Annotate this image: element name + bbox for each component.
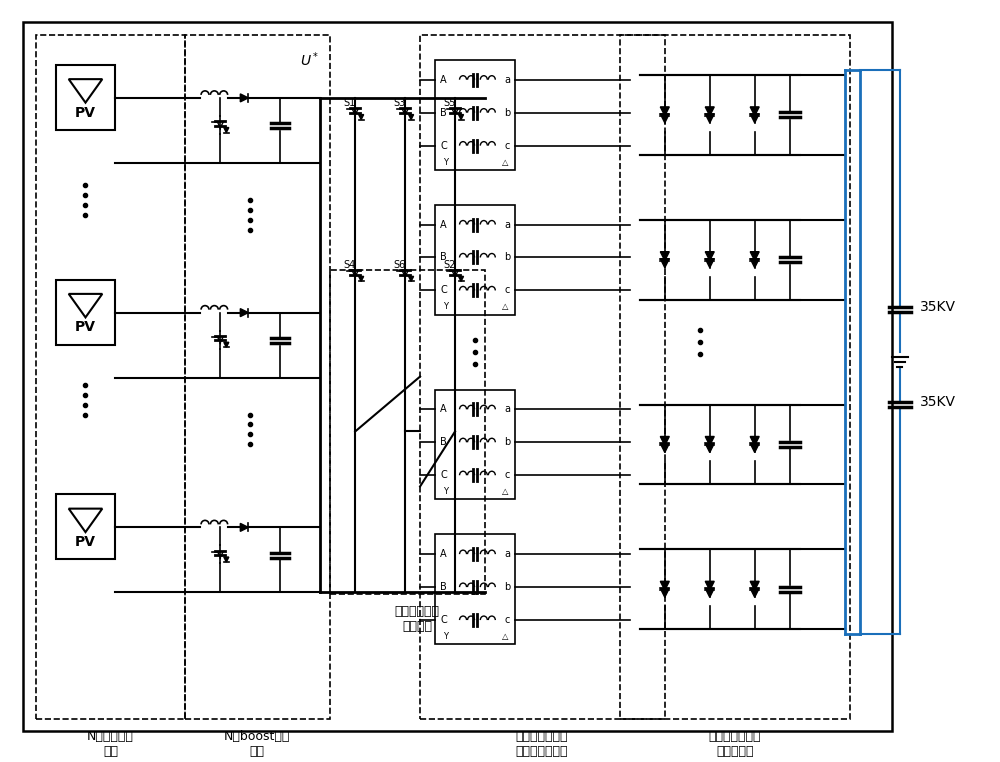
Text: Y: Y: [443, 487, 448, 496]
Text: S5: S5: [443, 98, 455, 108]
Text: a: a: [504, 219, 510, 229]
Polygon shape: [660, 437, 669, 446]
Bar: [330, 270, 485, 594]
Text: C: C: [440, 470, 447, 480]
Text: c: c: [505, 470, 510, 480]
Polygon shape: [409, 277, 414, 281]
Text: S4: S4: [343, 260, 355, 270]
Polygon shape: [224, 557, 229, 562]
Text: c: c: [505, 286, 510, 296]
Polygon shape: [705, 258, 714, 267]
Text: △: △: [502, 632, 508, 641]
Bar: [420, 35, 665, 719]
Bar: [620, 35, 850, 719]
Text: A: A: [440, 405, 447, 415]
Text: c: c: [505, 141, 510, 151]
Text: N路boost变换
单元: N路boost变换 单元: [224, 730, 290, 758]
Polygon shape: [359, 277, 364, 281]
Polygon shape: [750, 588, 759, 597]
Text: c: c: [505, 615, 510, 625]
Polygon shape: [705, 443, 714, 453]
Polygon shape: [660, 107, 669, 116]
Text: a: a: [504, 549, 510, 559]
Polygon shape: [750, 251, 759, 261]
Text: C: C: [440, 615, 447, 625]
Polygon shape: [705, 114, 714, 123]
Text: B: B: [440, 107, 447, 117]
Text: 模块化高频三相
升压变压器单元: 模块化高频三相 升压变压器单元: [516, 730, 568, 758]
Polygon shape: [660, 258, 669, 267]
Polygon shape: [660, 114, 669, 123]
Polygon shape: [705, 107, 714, 116]
Text: Y: Y: [443, 303, 448, 312]
Text: 模块化三相二极
管整流单元: 模块化三相二极 管整流单元: [708, 730, 761, 758]
Polygon shape: [240, 309, 248, 317]
Polygon shape: [660, 581, 669, 591]
Text: b: b: [504, 582, 510, 592]
Text: b: b: [504, 437, 510, 447]
Polygon shape: [705, 251, 714, 261]
Bar: [185, 35, 330, 719]
Text: N路光伏发电
单元: N路光伏发电 单元: [87, 730, 134, 758]
Text: A: A: [440, 219, 447, 229]
Polygon shape: [750, 581, 759, 591]
Polygon shape: [750, 258, 759, 267]
Text: a: a: [504, 75, 510, 85]
Text: Y: Y: [443, 158, 448, 167]
Polygon shape: [705, 588, 714, 597]
Polygon shape: [240, 94, 248, 102]
Text: S2: S2: [443, 260, 455, 270]
Polygon shape: [705, 437, 714, 446]
Bar: [56, 495, 115, 559]
Text: S1: S1: [343, 98, 355, 108]
Polygon shape: [224, 342, 229, 347]
Polygon shape: [459, 277, 464, 281]
Text: a: a: [504, 405, 510, 415]
Polygon shape: [750, 437, 759, 446]
Text: 35KV: 35KV: [919, 299, 955, 314]
Text: b: b: [504, 107, 510, 117]
Bar: [56, 280, 115, 344]
Text: C: C: [440, 141, 447, 151]
Text: PV: PV: [75, 321, 96, 335]
Bar: [36, 35, 185, 719]
Polygon shape: [660, 588, 669, 597]
Text: $U^*$: $U^*$: [300, 50, 320, 69]
Bar: [435, 60, 515, 170]
Text: 大功率三相方
波逆变器: 大功率三相方 波逆变器: [395, 605, 440, 633]
Text: B: B: [440, 582, 447, 592]
Polygon shape: [660, 443, 669, 453]
Text: C: C: [440, 286, 447, 296]
Bar: [435, 534, 515, 644]
Polygon shape: [750, 443, 759, 453]
Text: PV: PV: [75, 535, 96, 549]
Bar: [56, 65, 115, 130]
Polygon shape: [750, 107, 759, 116]
Text: S3: S3: [393, 98, 405, 108]
Text: PV: PV: [75, 106, 96, 120]
Polygon shape: [660, 251, 669, 261]
Polygon shape: [705, 581, 714, 591]
Polygon shape: [224, 127, 229, 133]
Text: S6: S6: [393, 260, 405, 270]
Polygon shape: [459, 114, 464, 120]
Text: A: A: [440, 549, 447, 559]
Text: △: △: [502, 158, 508, 167]
Text: B: B: [440, 437, 447, 447]
Polygon shape: [750, 114, 759, 123]
Bar: [435, 389, 515, 499]
Text: Y: Y: [443, 632, 448, 641]
Text: △: △: [502, 487, 508, 496]
Bar: [435, 205, 515, 315]
Polygon shape: [240, 523, 248, 531]
Bar: [23, 22, 892, 731]
Text: △: △: [502, 303, 508, 312]
Text: 35KV: 35KV: [919, 395, 955, 408]
Polygon shape: [409, 114, 414, 120]
Text: A: A: [440, 75, 447, 85]
Polygon shape: [359, 114, 364, 120]
Text: B: B: [440, 252, 447, 262]
Text: b: b: [504, 252, 510, 262]
